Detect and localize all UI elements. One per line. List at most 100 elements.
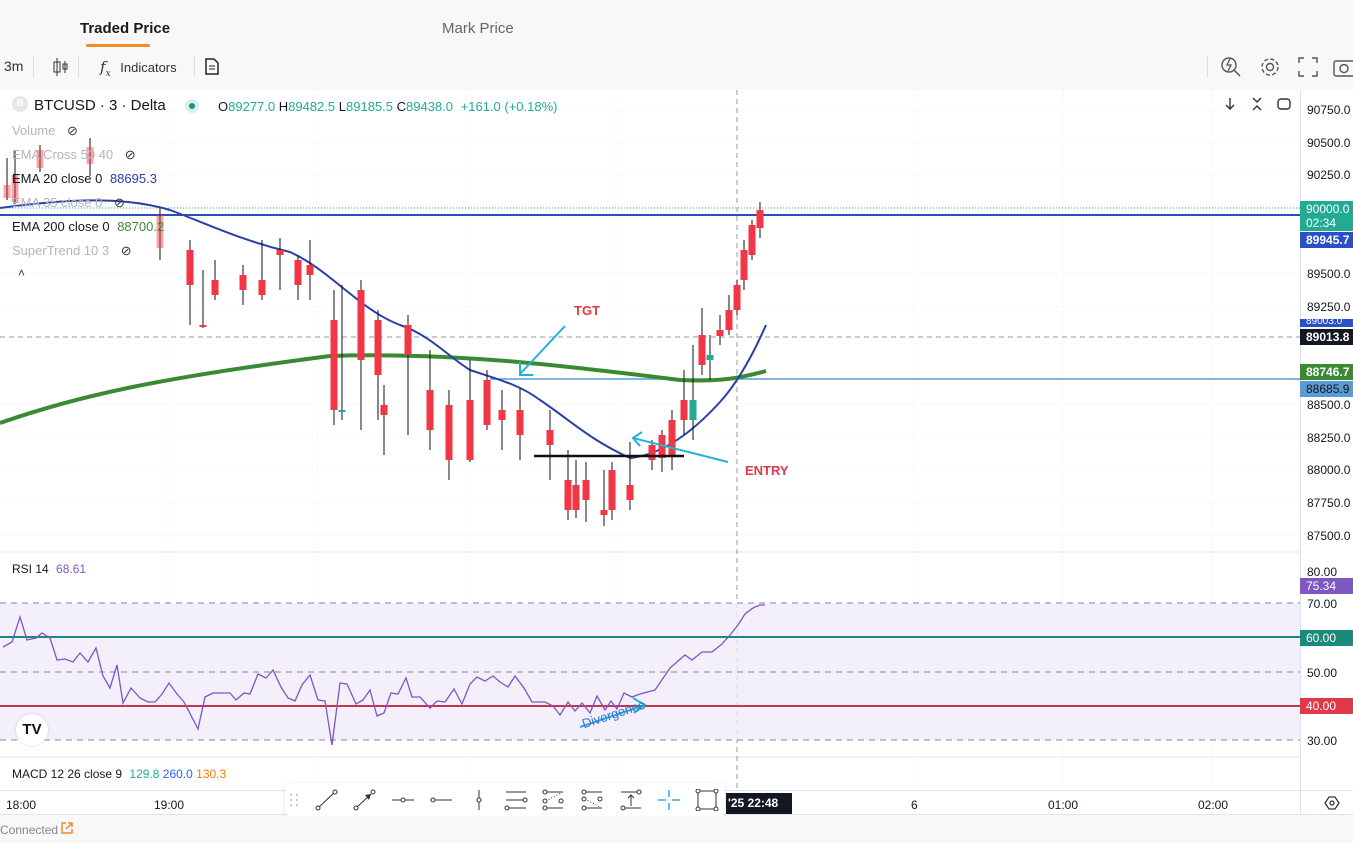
annotation-tgt[interactable]: TGT — [574, 303, 600, 318]
external-link-icon[interactable] — [60, 821, 74, 835]
ema-price-tag: 89945.7 — [1300, 232, 1353, 248]
legend-rsi[interactable]: RSI 14 68.61 — [12, 562, 86, 576]
legend-ema35[interactable]: EMA 35 close 0 ⊘ — [12, 195, 125, 211]
screenshot-button[interactable] — [1333, 57, 1353, 77]
collapse-legend-button[interactable]: ˄ — [18, 266, 25, 280]
bar-countdown: 02:34 — [1306, 216, 1337, 230]
vertical-line-tool[interactable] — [467, 789, 491, 811]
collapse-pane-button[interactable] — [1249, 96, 1265, 112]
chart-toolbar: 3m fx Indicators — [0, 52, 1353, 82]
maximize-pane-button[interactable] — [1276, 96, 1292, 112]
legend-ema200[interactable]: EMA 200 close 0 88700.2 — [12, 219, 164, 234]
tab-mark-price[interactable]: Mark Price — [442, 20, 514, 37]
close-label: C — [396, 99, 407, 114]
rsi-upper-tag: 60.00 — [1300, 630, 1353, 646]
horizontal-line-tool[interactable] — [391, 789, 415, 811]
last-price-tag: 90000.0 02:34 — [1300, 201, 1353, 231]
gear-icon — [1261, 58, 1279, 76]
drag-handle[interactable] — [287, 789, 301, 811]
lightning-search-icon — [1221, 57, 1241, 77]
symbol-title[interactable]: BTCUSD · 3 · Delta — [34, 97, 166, 114]
trend-line-tool[interactable] — [315, 789, 339, 811]
chart-canvas[interactable]: B BTCUSD · 3 · Delta O89277.0 H89482.5 L… — [0, 90, 1300, 790]
legend-ema-cross[interactable]: EMA Cross 50 40 ⊘ — [12, 147, 136, 163]
rsi-label: RSI 14 — [12, 562, 49, 576]
volume-label: Volume — [12, 123, 56, 138]
indicators-button[interactable]: fx Indicators — [100, 58, 177, 79]
crosshair-tool[interactable] — [657, 789, 681, 811]
macd-value: 129.8 — [129, 767, 160, 781]
interval-button[interactable]: 3m — [4, 58, 24, 74]
fullscreen-icon — [1298, 57, 1318, 77]
chart-type-button[interactable] — [52, 57, 70, 77]
high-label: H — [278, 99, 289, 114]
arrow-down-icon — [1225, 98, 1235, 110]
price-tick: 89250.0 — [1307, 300, 1351, 314]
scroll-down-button[interactable] — [1222, 96, 1238, 112]
time-tick: 01:00 — [1048, 798, 1079, 812]
rectangle-icon — [695, 789, 719, 811]
price-axis[interactable]: 90750.0 90500.0 90250.0 89500.0 89250.0 … — [1300, 90, 1353, 790]
price-chart-svg — [0, 90, 1300, 790]
ema200-price-tag: 88746.7 — [1300, 364, 1353, 380]
time-cursor-label: '25 22:48 — [726, 793, 792, 814]
supertrend-label: SuperTrend 10 3 — [12, 243, 110, 258]
legend-macd[interactable]: MACD 12 26 close 9 129.8 260.0 130.3 — [12, 767, 226, 781]
regression-trend-tool[interactable] — [541, 789, 565, 811]
parallel-channel-icon — [504, 791, 528, 811]
connection-status: Connected — [0, 823, 59, 837]
tradingview-logo[interactable]: TV — [16, 714, 48, 746]
chevron-up-icon: ˄ — [18, 266, 26, 280]
parallel-channel-tool[interactable] — [504, 789, 528, 811]
eye-hidden-icon[interactable]: ⊘ — [113, 195, 125, 210]
macd-label: MACD 12 26 close 9 — [12, 767, 123, 781]
horizontal-ray-tool[interactable] — [429, 789, 453, 811]
horizontal-ray-icon — [430, 797, 452, 803]
ema35-label: EMA 35 close 0 — [12, 195, 103, 210]
flat-top-bottom-tool[interactable] — [580, 789, 604, 811]
annotation-entry[interactable]: ENTRY — [745, 463, 789, 478]
flat-top-bottom-icon — [581, 789, 603, 811]
price-tick: 87500.0 — [1307, 529, 1351, 543]
hexagon-settings-icon — [1324, 796, 1340, 810]
axis-settings-button[interactable] — [1324, 795, 1340, 811]
market-status-icon — [185, 99, 199, 113]
active-tab-indicator — [86, 44, 150, 47]
macd-signal-value: 260.0 — [162, 767, 193, 781]
last-price: 90000.0 — [1306, 202, 1350, 216]
arrow-tool[interactable] — [353, 789, 377, 811]
divider — [1207, 56, 1208, 78]
time-tick: 6 — [911, 798, 918, 812]
drawing-toolbar — [285, 783, 725, 817]
settings-button[interactable] — [1259, 56, 1281, 78]
candlestick-icon — [53, 58, 68, 76]
rsi-tick: 30.00 — [1307, 734, 1338, 748]
ema20-label: EMA 20 close 0 — [12, 171, 103, 186]
price-range-icon — [620, 789, 642, 811]
rectangle-tool[interactable] — [695, 789, 719, 811]
quick-search-button[interactable] — [1220, 56, 1242, 78]
hline-price-tag: 88685.9 — [1300, 381, 1353, 397]
divider — [78, 56, 79, 78]
price-tick: 89500.0 — [1307, 267, 1351, 281]
legend-supertrend[interactable]: SuperTrend 10 3 ⊘ — [12, 243, 132, 259]
change-value: +161.0 (+0.18%) — [460, 99, 558, 114]
notes-button[interactable] — [205, 58, 219, 75]
camera-icon — [1333, 60, 1353, 77]
price-tick: 90500.0 — [1307, 136, 1351, 150]
eye-hidden-icon[interactable]: ⊘ — [67, 123, 78, 138]
price-range-tool[interactable] — [619, 789, 643, 811]
eye-hidden-icon[interactable]: ⊘ — [124, 147, 136, 162]
eye-hidden-icon[interactable]: ⊘ — [120, 243, 132, 258]
tab-traded-price[interactable]: Traded Price — [80, 20, 171, 37]
open-value: 89277.0 — [228, 99, 276, 114]
document-icon — [205, 58, 219, 75]
ema200-value: 88700.2 — [117, 219, 165, 234]
close-value: 89438.0 — [406, 99, 454, 114]
fullscreen-button[interactable] — [1298, 57, 1318, 77]
legend-ema20[interactable]: EMA 20 close 0 88695.3 — [12, 171, 157, 186]
legend-volume[interactable]: Volume ⊘ — [12, 123, 78, 139]
time-tick: 02:00 — [1198, 798, 1229, 812]
regression-icon — [542, 789, 564, 811]
collapse-icon — [1252, 97, 1262, 111]
